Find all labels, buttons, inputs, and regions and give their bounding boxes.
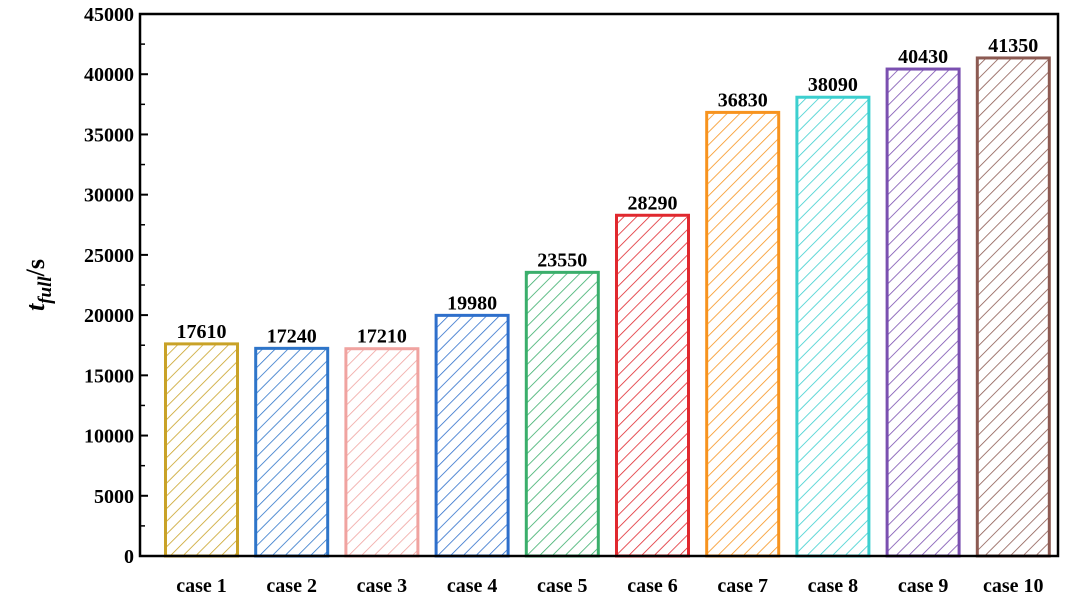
x-tick-label-case-6: case 6	[627, 575, 678, 597]
y-tick-label: 25000	[84, 245, 134, 267]
bar-case-7	[705, 110, 781, 558]
value-label-case-9: 40430	[898, 46, 948, 68]
x-tick-label-case-4: case 4	[447, 575, 498, 597]
y-axis-ticks: 0 5000 10000 15000 20000 25000 30000 35000 40000…	[84, 4, 148, 568]
y-axis-label-unit: /s	[21, 259, 50, 277]
value-labels: 17610 17240 17210 19980 23550 28290 36830 38090…	[177, 35, 1039, 348]
bars-group	[164, 56, 1051, 558]
bar-case-4	[434, 313, 510, 558]
y-tick-label: 45000	[84, 4, 134, 26]
x-tick-label-case-1: case 1	[176, 575, 227, 597]
x-axis-labels: case 1 case 2 case 3 case 4 case 5 case 6 case…	[176, 575, 1043, 597]
bar-case-2	[254, 346, 330, 558]
y-tick-label: 30000	[84, 185, 134, 207]
x-tick-label-case-3: case 3	[357, 575, 408, 597]
value-label-case-2: 17240	[267, 325, 317, 347]
y-tick-label: 0	[124, 546, 134, 568]
value-label-case-3: 17210	[357, 326, 407, 348]
y-tick-label: 40000	[84, 64, 134, 86]
x-tick-label-case-5: case 5	[537, 575, 588, 597]
value-label-case-5: 23550	[537, 249, 587, 271]
bar-case-1	[164, 342, 239, 558]
value-label-case-8: 38090	[808, 74, 858, 96]
y-axis-label-subscript: full	[35, 276, 56, 304]
x-tick-label-case-9: case 9	[898, 575, 949, 597]
y-tick-label: 20000	[84, 305, 134, 327]
value-label-case-6: 28290	[628, 192, 678, 214]
x-tick-label-case-10: case 10	[983, 575, 1044, 597]
y-tick-label: 5000	[94, 486, 134, 508]
bar-case-5	[524, 270, 600, 558]
value-label-case-10: 41350	[988, 35, 1038, 57]
bar-case-8	[795, 95, 871, 558]
y-axis-label: tfull/s	[21, 259, 56, 311]
x-tick-label-case-8: case 8	[808, 575, 859, 597]
value-label-case-4: 19980	[447, 292, 497, 314]
value-label-case-1: 17610	[177, 321, 227, 343]
y-tick-label: 10000	[84, 426, 134, 448]
y-tick-label: 35000	[84, 124, 134, 146]
bar-case-6	[615, 213, 690, 558]
bar-case-9	[885, 67, 961, 558]
value-label-case-7: 36830	[718, 89, 768, 111]
y-axis-label-main: t	[21, 303, 50, 311]
bar-case-3	[344, 347, 420, 558]
y-tick-label: 15000	[84, 365, 134, 387]
x-tick-label-case-7: case 7	[717, 575, 768, 597]
bar-case-10	[975, 56, 1051, 558]
x-tick-label-case-2: case 2	[266, 575, 317, 597]
